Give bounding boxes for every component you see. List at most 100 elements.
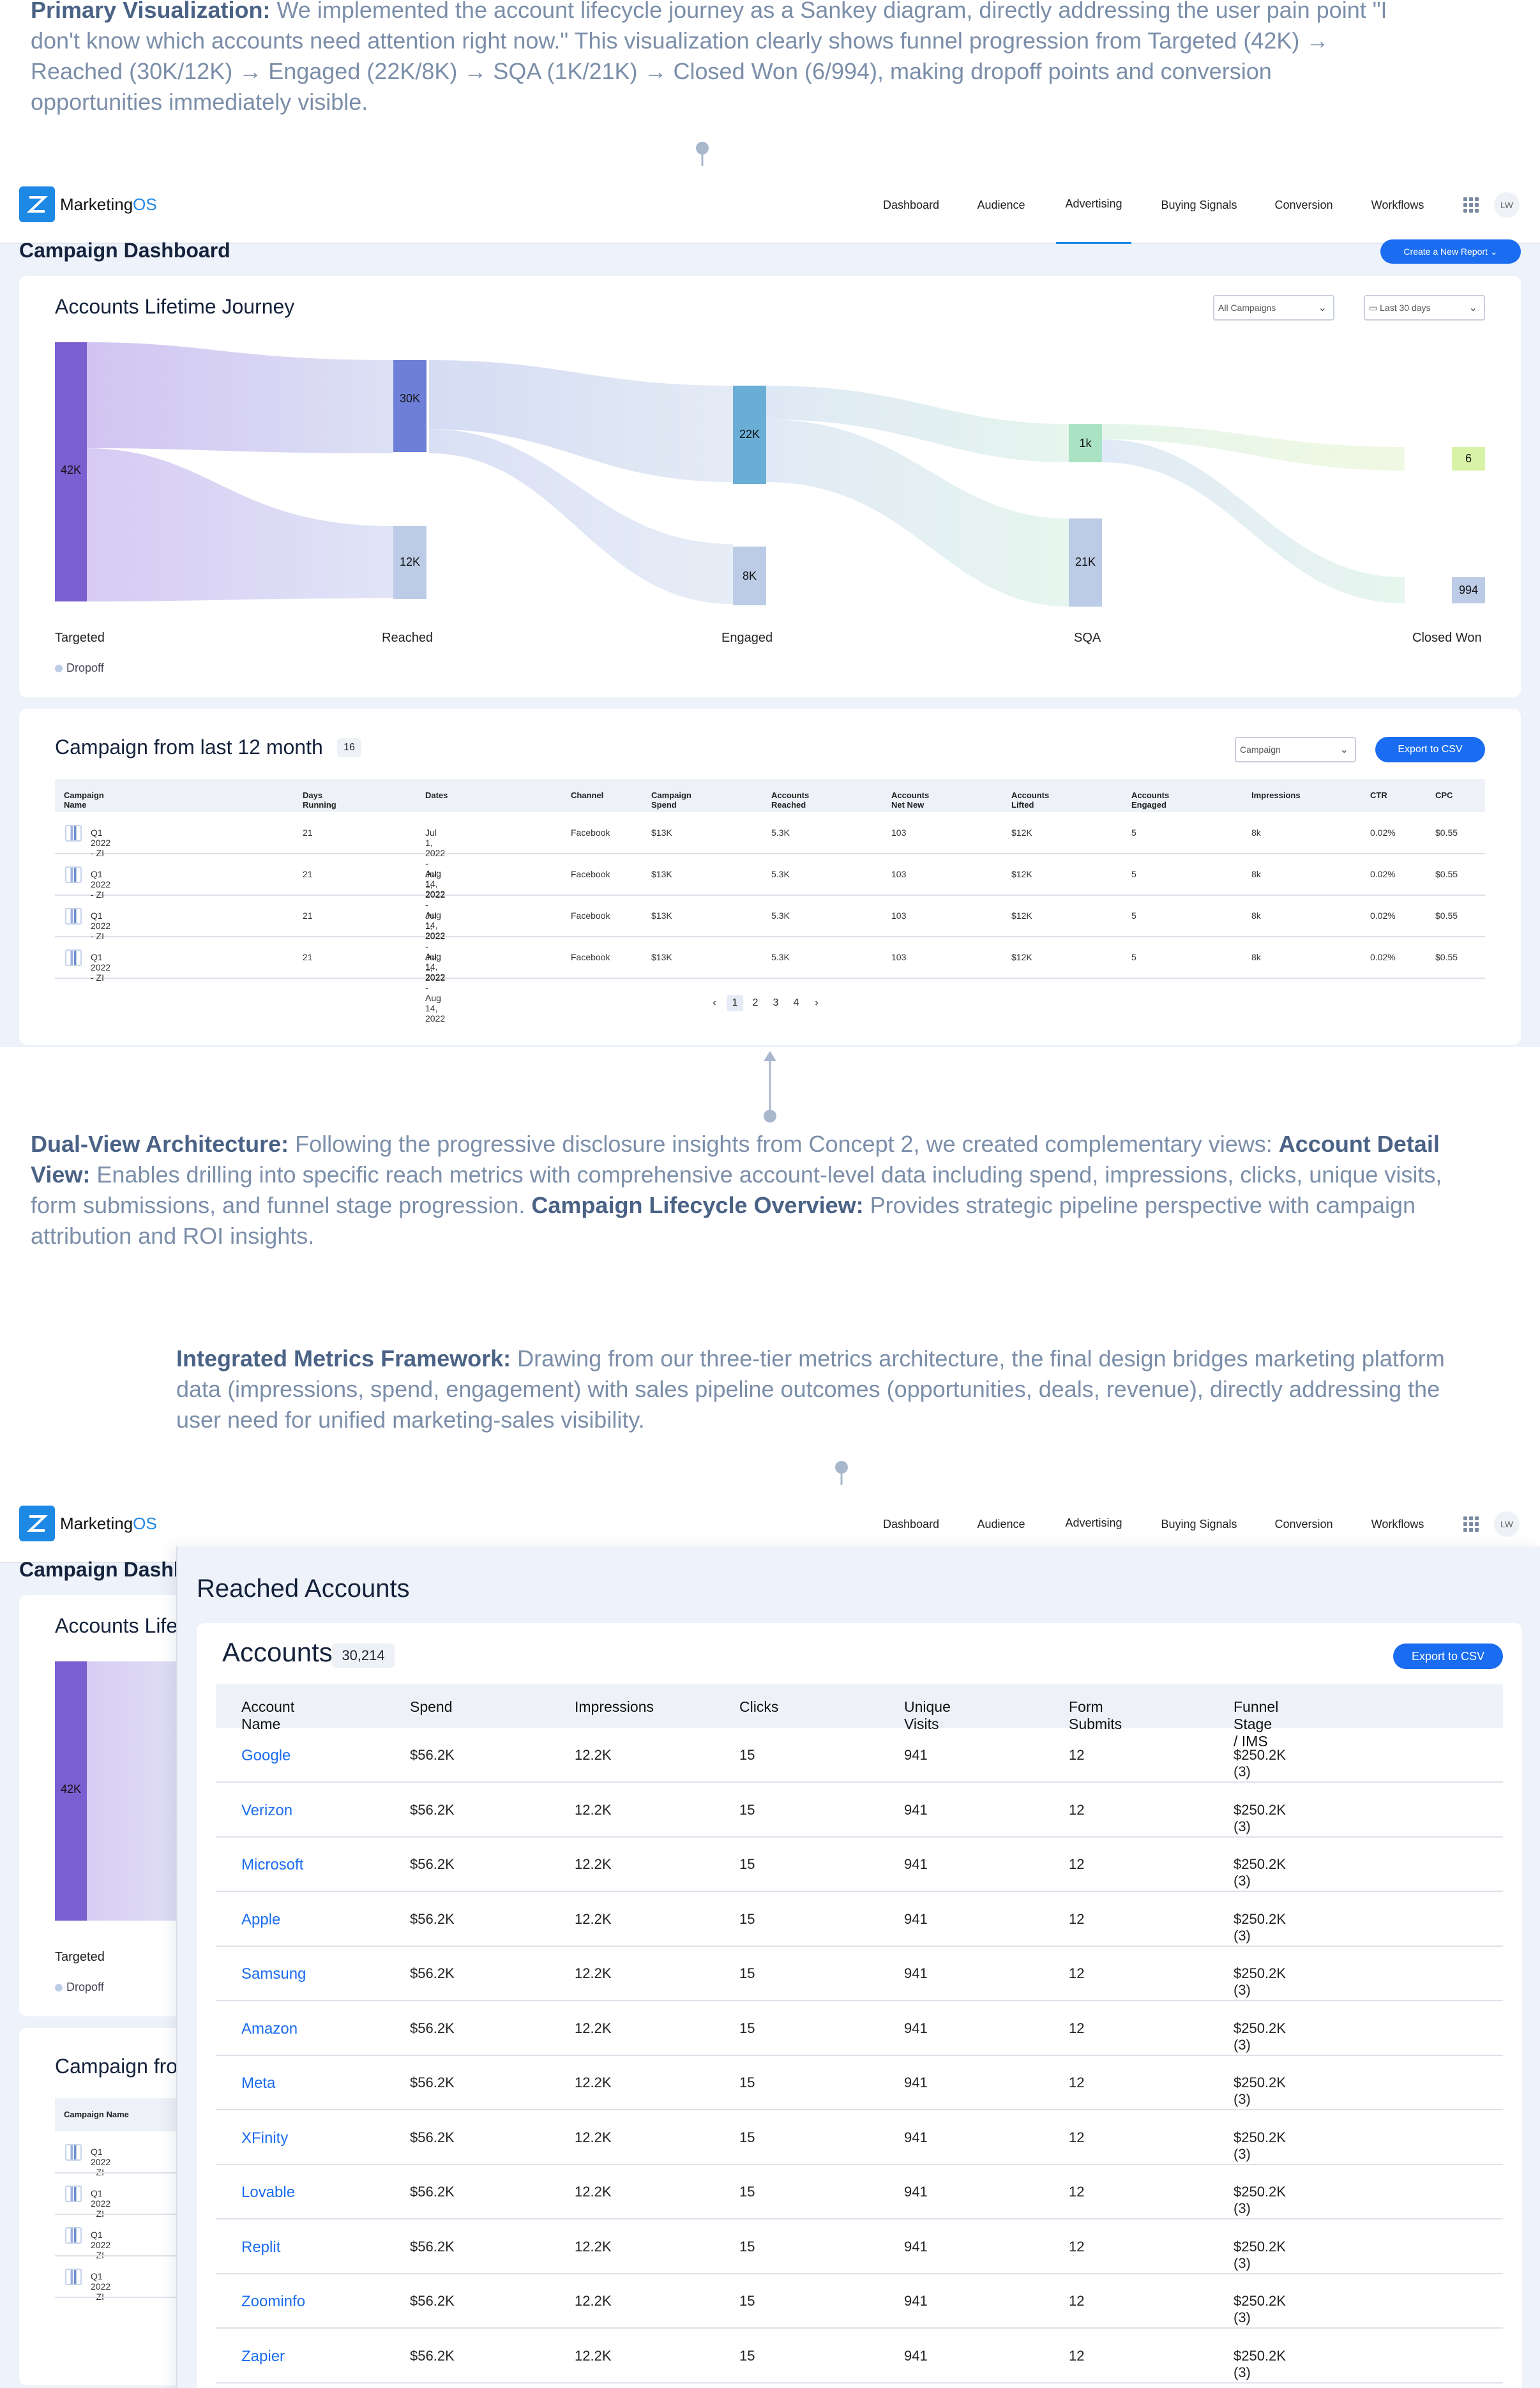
- table-cell[interactable]: Q1 2022 - ZI: [91, 869, 111, 900]
- nav-conversion[interactable]: Conversion: [1274, 198, 1333, 211]
- table-cell: 0.02%: [1370, 827, 1396, 838]
- account-name-link[interactable]: Zapier: [241, 2347, 285, 2365]
- table-cell: 15: [739, 1747, 755, 1763]
- table-cell: $250.2K (3): [1234, 2347, 1286, 2380]
- node-label-sqa-dropoff: 21K: [1075, 555, 1096, 568]
- account-name-link[interactable]: Amazon: [241, 2020, 298, 2037]
- nav-dashboard[interactable]: Dashboard: [882, 1517, 940, 1530]
- background-campaigns-title: Campaign fro: [55, 2055, 178, 2078]
- table-cell: 21: [303, 911, 313, 921]
- page-title: Campaign Dashboard: [19, 239, 230, 262]
- account-name-link[interactable]: Google: [241, 1747, 291, 1764]
- campaign-chart-icon: [65, 949, 82, 966]
- nav-buying-signals[interactable]: Buying Signals: [1161, 198, 1237, 211]
- background-column-header: Campaign Name: [64, 2110, 129, 2119]
- table-cell: $56.2K: [410, 1965, 455, 1981]
- campaign-filter-select[interactable]: All Campaigns ⌄: [1213, 295, 1334, 321]
- flow-sqa-won: [1102, 424, 1405, 471]
- account-name-link[interactable]: Apple: [241, 1910, 281, 1928]
- nav-buying-signals[interactable]: Buying Signals: [1161, 1517, 1237, 1530]
- pager-page-4[interactable]: 4: [793, 997, 799, 1008]
- pager-prev-icon[interactable]: ‹: [713, 997, 716, 1008]
- account-name-link[interactable]: Samsung: [241, 1965, 306, 1983]
- pager-next-icon[interactable]: ›: [815, 997, 819, 1008]
- table-cell: $250.2K (3): [1234, 1965, 1286, 1998]
- campaign-type-select[interactable]: Campaign ⌄: [1235, 737, 1356, 762]
- table-cell: Facebook: [571, 952, 610, 962]
- table-row-divider: [55, 978, 1485, 979]
- nav-advertising[interactable]: Advertising: [1056, 166, 1131, 244]
- table-cell: $250.2K (3): [1234, 2020, 1286, 2053]
- table-cell[interactable]: Q1 2022 - ZI: [91, 827, 111, 858]
- accounts-column-header: Impressions: [575, 1698, 654, 1715]
- table-cell: $0.55: [1435, 827, 1458, 838]
- campaign-chart-icon: [65, 2144, 82, 2161]
- account-name-link[interactable]: Lovable: [241, 2184, 296, 2201]
- table-cell: 12: [1069, 1965, 1085, 1981]
- campaigns-title: Campaign from last 12 month: [55, 736, 323, 759]
- app-logo-2[interactable]: MarketingOS: [19, 1506, 157, 1541]
- table-cell: $0.55: [1435, 952, 1458, 962]
- nav-conversion[interactable]: Conversion: [1274, 1517, 1333, 1530]
- chevron-down-icon: ⌄: [1340, 744, 1348, 755]
- table-cell: 15: [739, 2020, 755, 2036]
- table-cell: Jul 1, 2022 - Aug 14, 2022: [425, 911, 446, 982]
- account-name-link[interactable]: Meta: [241, 2074, 276, 2092]
- node-label-won-dropoff: 994: [1458, 584, 1479, 596]
- nav-workflows[interactable]: Workflows: [1371, 198, 1424, 211]
- table-row-divider: [55, 895, 1485, 896]
- create-report-button[interactable]: Create a New Report ⌄: [1380, 239, 1521, 264]
- table-cell: 941: [904, 1801, 928, 1818]
- nav-dashboard[interactable]: Dashboard: [882, 198, 940, 211]
- table-cell: $56.2K: [410, 2238, 455, 2255]
- account-name-link[interactable]: Microsoft: [241, 1856, 304, 1873]
- table-cell: 12.2K: [575, 1856, 612, 1872]
- table-cell: Q1 2022 - ZI: [91, 2271, 111, 2302]
- account-name-link[interactable]: Replit: [241, 2238, 281, 2256]
- table-cell: 941: [904, 2129, 928, 2145]
- pager-page-3[interactable]: 3: [773, 997, 779, 1008]
- export-campaigns-button[interactable]: Export to CSV: [1375, 737, 1485, 762]
- account-name-link[interactable]: XFinity: [241, 2129, 289, 2147]
- table-cell: 941: [904, 1965, 928, 1981]
- table-cell: 12.2K: [575, 2074, 612, 2090]
- reached-accounts-screenshot: MarketingOS Dashboard Audience Advertisi…: [0, 1485, 1540, 2388]
- export-accounts-button[interactable]: Export to CSV: [1393, 1644, 1503, 1669]
- app-logo[interactable]: MarketingOS: [19, 186, 157, 222]
- table-cell: 15: [739, 2074, 755, 2090]
- table-cell[interactable]: Q1 2022 - ZI: [91, 911, 111, 941]
- date-range-select[interactable]: ▭ Last 30 days ⌄: [1364, 295, 1485, 321]
- table-cell: 12.2K: [575, 2129, 612, 2145]
- user-avatar[interactable]: LW: [1494, 192, 1520, 218]
- table-cell: 12.2K: [575, 1910, 612, 1927]
- stage-label-targeted: Targeted: [55, 631, 105, 645]
- nav-audience[interactable]: Audience: [977, 198, 1025, 211]
- table-cell: $13K: [651, 827, 672, 838]
- node-won-dropoff: [1452, 577, 1485, 603]
- table-row-divider: [216, 2218, 1503, 2219]
- campaigns-column-header: Campaign Name: [64, 790, 104, 810]
- account-name-link[interactable]: Verizon: [241, 1801, 293, 1819]
- pager-page-1[interactable]: 1: [727, 995, 743, 1011]
- account-name-link[interactable]: Zoominfo: [241, 2293, 306, 2310]
- nav-audience[interactable]: Audience: [977, 1517, 1025, 1530]
- table-cell: $56.2K: [410, 1801, 455, 1818]
- table-cell[interactable]: Q1 2022 - ZI: [91, 952, 111, 983]
- table-cell: 15: [739, 1910, 755, 1927]
- table-cell: 8k: [1251, 827, 1261, 838]
- table-cell: 5: [1131, 952, 1136, 962]
- annotation-primary: Primary Visualization: We implemented th…: [31, 0, 1387, 115]
- pager-page-2[interactable]: 2: [752, 997, 759, 1008]
- campaign-chart-icon: [65, 2227, 82, 2244]
- nav-workflows[interactable]: Workflows: [1371, 1517, 1424, 1530]
- node-engaged-dropoff: [733, 547, 766, 605]
- table-row-divider: [216, 1891, 1503, 1892]
- logo-icon: [19, 1506, 55, 1541]
- user-avatar[interactable]: LW: [1494, 1511, 1520, 1537]
- apps-grid-icon[interactable]: [1463, 1516, 1479, 1532]
- table-cell: 12.2K: [575, 1801, 612, 1818]
- flow-targeted-dropoff: [86, 448, 393, 601]
- table-cell: $56.2K: [410, 1910, 455, 1927]
- table-cell: 12: [1069, 1856, 1085, 1872]
- apps-grid-icon[interactable]: [1463, 197, 1479, 213]
